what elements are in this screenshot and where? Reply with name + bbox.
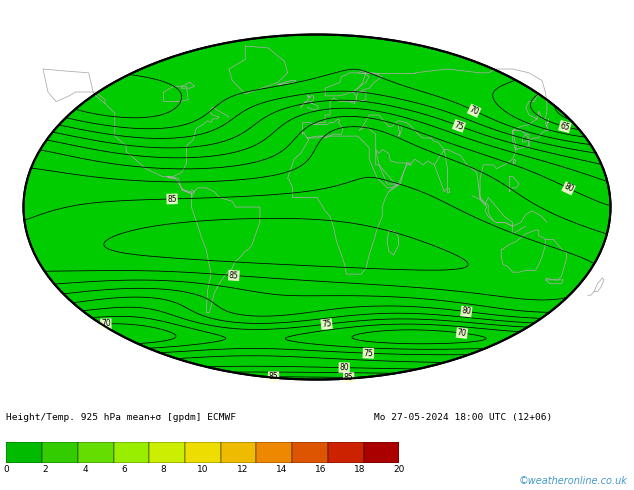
Text: 70: 70: [101, 319, 111, 328]
Text: 75: 75: [363, 348, 373, 358]
Text: ©weatheronline.co.uk: ©weatheronline.co.uk: [519, 476, 628, 486]
Text: 2: 2: [43, 466, 48, 474]
Bar: [78, 442, 113, 463]
Text: 20: 20: [394, 466, 405, 474]
Bar: [221, 442, 257, 463]
Text: 85: 85: [167, 195, 177, 203]
Bar: [6, 442, 42, 463]
Text: 70: 70: [468, 104, 481, 117]
Bar: [42, 442, 78, 463]
Text: 8: 8: [160, 466, 167, 474]
Text: 65: 65: [559, 121, 571, 132]
Bar: [328, 442, 364, 463]
Text: 70: 70: [456, 328, 467, 338]
Text: 80: 80: [461, 306, 472, 317]
Text: 4: 4: [82, 466, 87, 474]
Text: Mo 27-05-2024 18:00 UTC (12+06): Mo 27-05-2024 18:00 UTC (12+06): [374, 413, 552, 422]
Text: 16: 16: [315, 466, 327, 474]
Text: 80: 80: [562, 182, 575, 195]
Text: 0: 0: [3, 466, 10, 474]
Text: 85: 85: [229, 270, 239, 280]
Text: 85: 85: [344, 373, 354, 382]
Text: 14: 14: [276, 466, 287, 474]
Bar: [149, 442, 185, 463]
Bar: [113, 442, 149, 463]
Text: 80: 80: [339, 363, 349, 372]
Text: 18: 18: [354, 466, 366, 474]
Text: Height/Temp. 925 hPa mean+σ [gpdm] ECMWF: Height/Temp. 925 hPa mean+σ [gpdm] ECMWF: [6, 413, 236, 422]
Text: 75: 75: [453, 120, 465, 132]
Text: 85: 85: [269, 372, 278, 381]
Bar: [257, 442, 292, 463]
Bar: [185, 442, 221, 463]
Ellipse shape: [23, 34, 611, 380]
Text: 10: 10: [197, 466, 209, 474]
Text: 12: 12: [236, 466, 248, 474]
Bar: [364, 442, 399, 463]
Text: 6: 6: [121, 466, 127, 474]
Text: 75: 75: [321, 319, 332, 329]
Bar: [292, 442, 328, 463]
